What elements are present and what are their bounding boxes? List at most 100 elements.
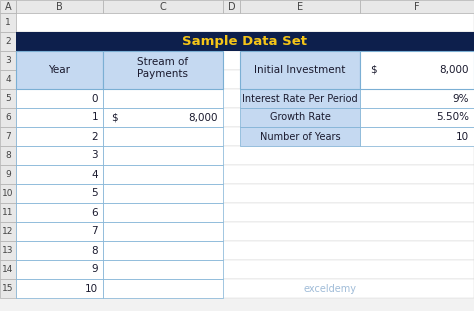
Bar [0,70,16,89]
Bar [16,127,103,146]
Text: B: B [56,2,63,12]
Bar [16,89,474,108]
Text: 5: 5 [91,188,98,198]
Bar [103,241,223,260]
Bar [16,241,474,260]
Bar [240,89,360,108]
Text: 12: 12 [2,227,14,236]
Bar [16,260,474,279]
Bar [16,146,474,165]
Bar [360,127,474,146]
Text: 2: 2 [5,37,11,46]
Bar [360,0,474,13]
Text: Interest Rate Per Period: Interest Rate Per Period [242,94,358,104]
Bar [16,70,474,89]
Bar [0,51,16,70]
Bar [360,89,474,108]
Bar [103,51,223,89]
Text: 0: 0 [91,94,98,104]
Bar [16,0,103,13]
Text: F: F [414,2,420,12]
Bar [360,51,474,89]
Bar [16,260,103,279]
Text: 9: 9 [5,170,11,179]
Text: 13: 13 [2,246,14,255]
Text: Sample Data Set: Sample Data Set [182,35,308,48]
Bar [16,241,103,260]
Text: 8: 8 [5,151,11,160]
Bar [0,203,16,222]
Bar [103,146,223,165]
Text: 5: 5 [5,94,11,103]
Text: exceldemy: exceldemy [303,284,356,294]
Bar [16,127,474,146]
Text: 7: 7 [91,226,98,236]
Text: 3: 3 [5,56,11,65]
Text: Initial Investment: Initial Investment [255,65,346,75]
Bar [0,32,16,51]
Bar [16,108,103,127]
Bar [103,165,223,184]
Text: 10: 10 [85,284,98,294]
Text: 6: 6 [91,207,98,217]
Bar [0,89,16,108]
Bar [360,108,474,127]
Text: Year: Year [48,65,71,75]
Text: 1: 1 [5,18,11,27]
Bar [0,0,16,13]
Bar [16,184,474,203]
Bar [16,222,103,241]
Bar [0,241,16,260]
Text: Number of Years: Number of Years [260,132,340,142]
Text: 8,000: 8,000 [189,113,218,123]
Bar [0,165,16,184]
Text: 10: 10 [456,132,469,142]
Bar [16,279,474,298]
Bar [240,108,360,127]
Text: $: $ [111,113,118,123]
Bar [103,222,223,241]
Bar [103,203,223,222]
Text: E: E [297,2,303,12]
Text: 1: 1 [91,113,98,123]
Bar [16,203,474,222]
Text: 9: 9 [91,264,98,275]
Text: 11: 11 [2,208,14,217]
Text: 10: 10 [2,189,14,198]
Bar [16,51,103,89]
Bar [103,260,223,279]
Text: D: D [228,2,235,12]
Text: $: $ [370,65,377,75]
Bar [103,89,223,108]
Bar [240,127,360,146]
Bar [16,89,103,108]
Bar [0,146,16,165]
Text: 4: 4 [91,169,98,179]
Bar [16,165,474,184]
Bar [103,127,223,146]
Bar [16,108,474,127]
Bar [16,279,103,298]
Bar [16,51,474,70]
Bar [103,108,223,127]
Bar [240,51,360,89]
Bar [0,260,16,279]
Text: 8,000: 8,000 [439,65,469,75]
Bar [240,0,360,13]
Text: 6: 6 [5,113,11,122]
Bar [16,222,474,241]
Text: C: C [160,2,166,12]
Bar [16,203,103,222]
Bar [16,165,103,184]
Bar [103,184,223,203]
Bar [16,32,474,51]
Text: Stream of
Payments: Stream of Payments [137,57,189,79]
Text: 3: 3 [91,151,98,160]
Bar [16,146,103,165]
Bar [223,0,240,13]
Text: 7: 7 [5,132,11,141]
Text: 14: 14 [2,265,14,274]
Bar [0,279,16,298]
Text: 9%: 9% [453,94,469,104]
Text: Growth Rate: Growth Rate [270,113,330,123]
